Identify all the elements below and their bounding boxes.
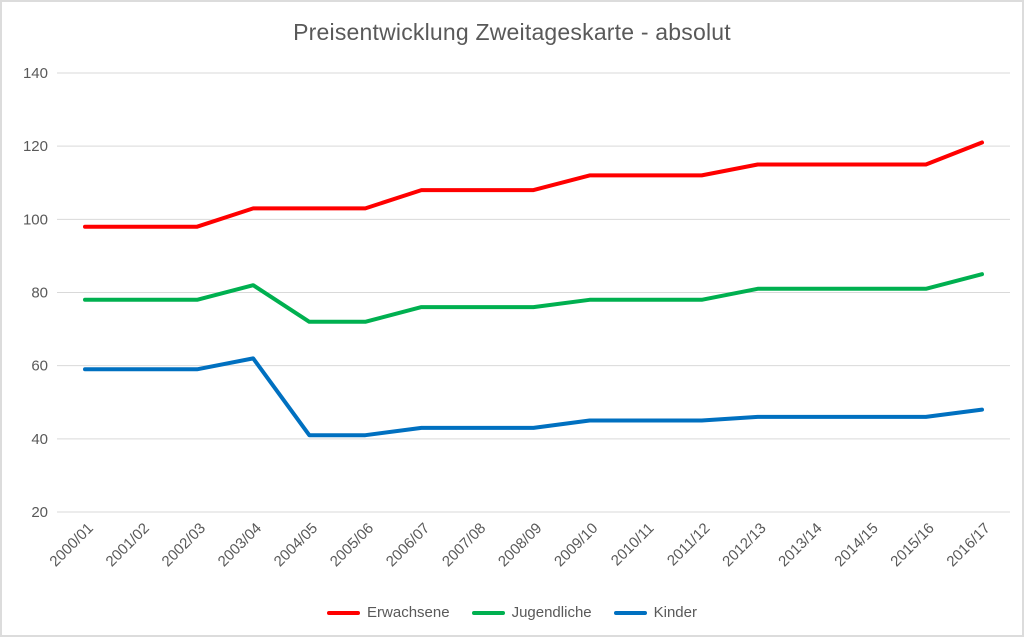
y-tick-label: 20: [31, 504, 48, 521]
x-tick-label: 2005/06: [327, 520, 377, 570]
x-tick-label: 2012/13: [719, 520, 769, 570]
x-tick-label: 2000/01: [46, 520, 96, 570]
legend-label: Erwachsene: [367, 604, 450, 621]
legend-swatch-icon: [327, 610, 361, 615]
y-tick-label: 60: [31, 358, 48, 375]
series-line-erwachsene: [83, 140, 984, 229]
x-tick-label: 2001/02: [103, 520, 153, 570]
y-tick-label: 120: [23, 138, 48, 155]
y-tick-label: 40: [31, 431, 48, 448]
x-tick-label: 2016/17: [943, 520, 993, 570]
y-tick-label: 80: [31, 285, 48, 302]
legend-swatch-icon: [471, 610, 505, 615]
x-tick-label: 2007/08: [439, 520, 489, 570]
x-tick-label: 2010/11: [608, 520, 658, 570]
x-tick-label: 2015/16: [887, 520, 937, 570]
legend-label: Kinder: [653, 604, 697, 621]
x-tick-label: 2003/04: [215, 520, 265, 570]
x-tick-label: 2004/05: [271, 520, 321, 570]
y-tick-label: 100: [23, 211, 48, 228]
legend-swatch-icon: [613, 610, 647, 615]
x-tick-label: 2013/14: [775, 520, 825, 570]
x-tick-label: 2011/12: [664, 520, 714, 570]
y-tick-label: 140: [23, 65, 48, 82]
series-line-jugendliche: [83, 272, 984, 324]
x-tick-label: 2014/15: [831, 520, 881, 570]
chart-title: Preisentwicklung Zweitageskarte - absolu…: [293, 19, 731, 45]
x-tick-label: 2002/03: [159, 520, 209, 570]
legend-item-erwachsene: Erwachsene: [327, 604, 450, 621]
x-tick-label: 2008/09: [495, 520, 545, 570]
legend-label: Jugendliche: [511, 604, 592, 621]
legend-item-kinder: Kinder: [613, 604, 697, 621]
x-tick-label: 2006/07: [383, 520, 433, 570]
legend-item-jugendliche: Jugendliche: [471, 604, 592, 621]
x-tick-label: 2009/10: [551, 520, 601, 570]
series-line-kinder: [83, 356, 984, 438]
legend: Erwachsene Jugendliche Kinder: [2, 604, 1022, 621]
